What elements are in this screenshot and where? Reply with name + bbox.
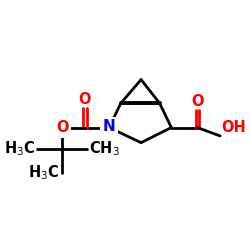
Text: O: O [78, 92, 91, 107]
Text: O: O [191, 94, 204, 108]
Text: CH$_3$: CH$_3$ [89, 139, 120, 158]
Text: H$_3$C: H$_3$C [4, 139, 35, 158]
Text: O: O [56, 120, 68, 135]
Text: OH: OH [221, 120, 246, 135]
Text: H$_3$C: H$_3$C [28, 164, 59, 182]
Text: N: N [103, 119, 116, 134]
